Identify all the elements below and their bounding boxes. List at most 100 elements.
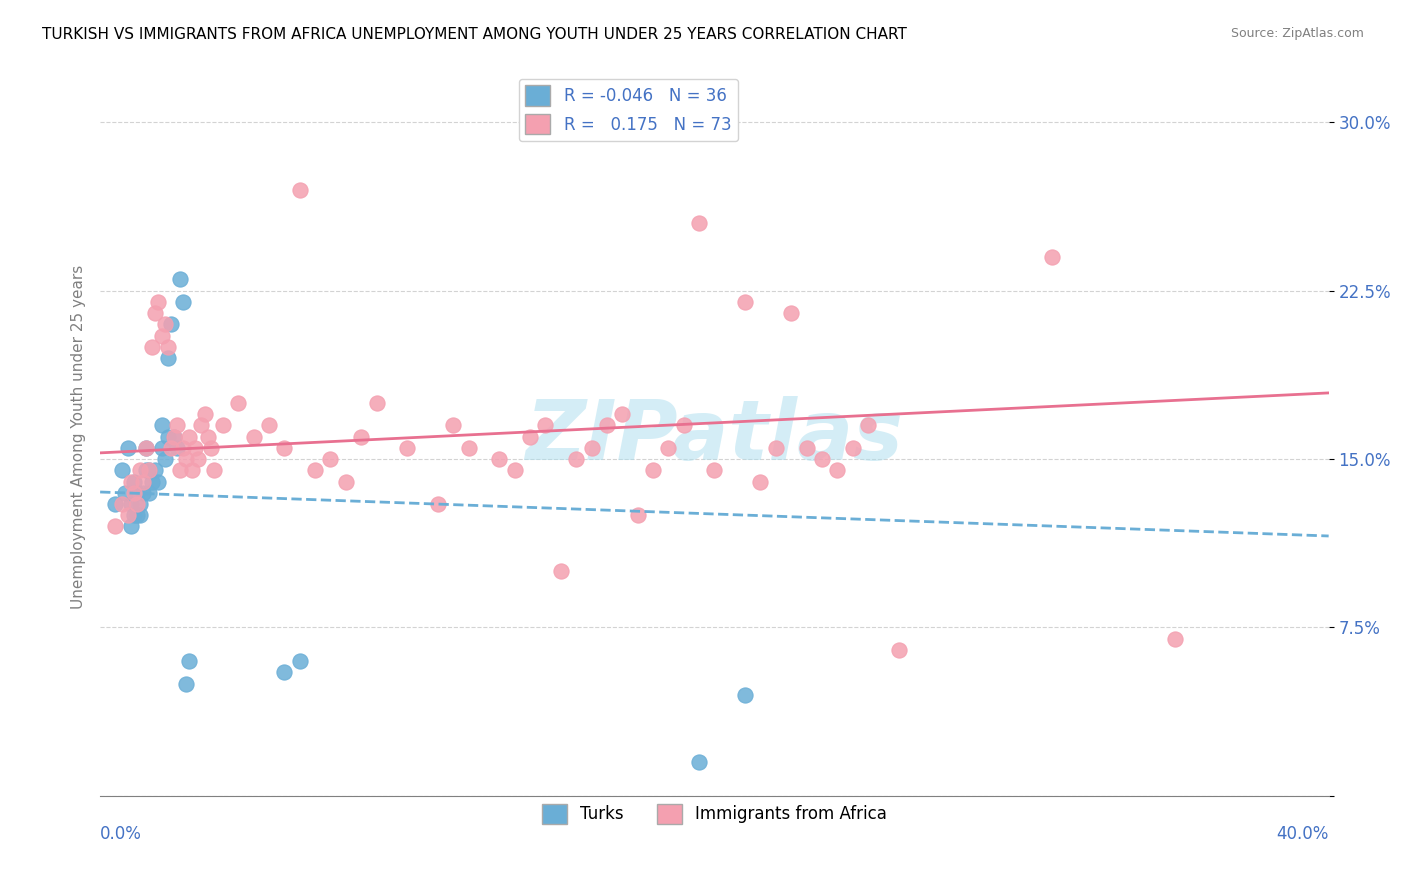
Point	[350, 430, 373, 444]
Point	[120, 497, 142, 511]
Point	[135, 463, 157, 477]
Point	[811, 452, 834, 467]
Point	[111, 497, 134, 511]
Point	[129, 508, 152, 523]
Point	[122, 475, 145, 489]
Y-axis label: Unemployment Among Youth under 25 years: Unemployment Among Youth under 25 years	[72, 265, 86, 608]
Point	[1040, 250, 1063, 264]
Point	[150, 328, 173, 343]
Legend: Turks, Immigrants from Africa: Turks, Immigrants from Africa	[534, 797, 894, 830]
Point	[138, 463, 160, 477]
Point	[534, 418, 557, 433]
Point	[125, 485, 148, 500]
Point	[703, 463, 725, 477]
Point	[396, 441, 419, 455]
Point	[120, 519, 142, 533]
Point	[242, 430, 264, 444]
Point	[156, 340, 179, 354]
Point	[179, 654, 201, 668]
Point	[129, 463, 152, 477]
Point	[503, 463, 526, 477]
Point	[288, 654, 311, 668]
Point	[148, 294, 170, 309]
Point	[734, 688, 756, 702]
Point	[141, 475, 163, 489]
Point	[156, 430, 179, 444]
Point	[122, 485, 145, 500]
Point	[166, 441, 188, 455]
Point	[120, 475, 142, 489]
Point	[125, 497, 148, 511]
Point	[104, 497, 127, 511]
Point	[187, 452, 209, 467]
Point	[212, 418, 235, 433]
Point	[174, 676, 197, 690]
Point	[193, 407, 215, 421]
Point	[197, 430, 219, 444]
Point	[117, 508, 139, 523]
Point	[163, 430, 186, 444]
Point	[190, 418, 212, 433]
Point	[441, 418, 464, 433]
Point	[273, 665, 295, 680]
Point	[1164, 632, 1187, 646]
Point	[145, 306, 167, 320]
Point	[228, 396, 250, 410]
Point	[145, 463, 167, 477]
Point	[765, 441, 787, 455]
Point	[179, 430, 201, 444]
Point	[734, 294, 756, 309]
Point	[132, 475, 155, 489]
Point	[488, 452, 510, 467]
Point	[366, 396, 388, 410]
Point	[132, 485, 155, 500]
Point	[457, 441, 479, 455]
Point	[156, 351, 179, 365]
Point	[257, 418, 280, 433]
Point	[657, 441, 679, 455]
Point	[174, 452, 197, 467]
Point	[200, 441, 222, 455]
Point	[688, 755, 710, 769]
Point	[135, 441, 157, 455]
Point	[159, 441, 181, 455]
Point	[887, 643, 910, 657]
Point	[172, 294, 194, 309]
Point	[273, 441, 295, 455]
Point	[114, 485, 136, 500]
Point	[169, 272, 191, 286]
Point	[519, 430, 541, 444]
Point	[550, 565, 572, 579]
Point	[565, 452, 588, 467]
Text: 40.0%: 40.0%	[1277, 824, 1329, 843]
Point	[169, 463, 191, 477]
Point	[856, 418, 879, 433]
Point	[125, 508, 148, 523]
Point	[427, 497, 450, 511]
Point	[122, 508, 145, 523]
Point	[335, 475, 357, 489]
Point	[319, 452, 342, 467]
Text: ZIPatlas: ZIPatlas	[526, 396, 903, 477]
Point	[688, 216, 710, 230]
Text: Source: ZipAtlas.com: Source: ZipAtlas.com	[1230, 27, 1364, 40]
Point	[166, 418, 188, 433]
Point	[612, 407, 634, 421]
Point	[153, 452, 176, 467]
Point	[159, 318, 181, 332]
Point	[796, 441, 818, 455]
Point	[172, 441, 194, 455]
Point	[304, 463, 326, 477]
Point	[104, 519, 127, 533]
Point	[135, 441, 157, 455]
Point	[184, 441, 207, 455]
Point	[129, 497, 152, 511]
Point	[181, 463, 204, 477]
Point	[153, 318, 176, 332]
Point	[780, 306, 803, 320]
Point	[841, 441, 863, 455]
Point	[141, 340, 163, 354]
Point	[202, 463, 225, 477]
Text: TURKISH VS IMMIGRANTS FROM AFRICA UNEMPLOYMENT AMONG YOUTH UNDER 25 YEARS CORREL: TURKISH VS IMMIGRANTS FROM AFRICA UNEMPL…	[42, 27, 907, 42]
Point	[163, 430, 186, 444]
